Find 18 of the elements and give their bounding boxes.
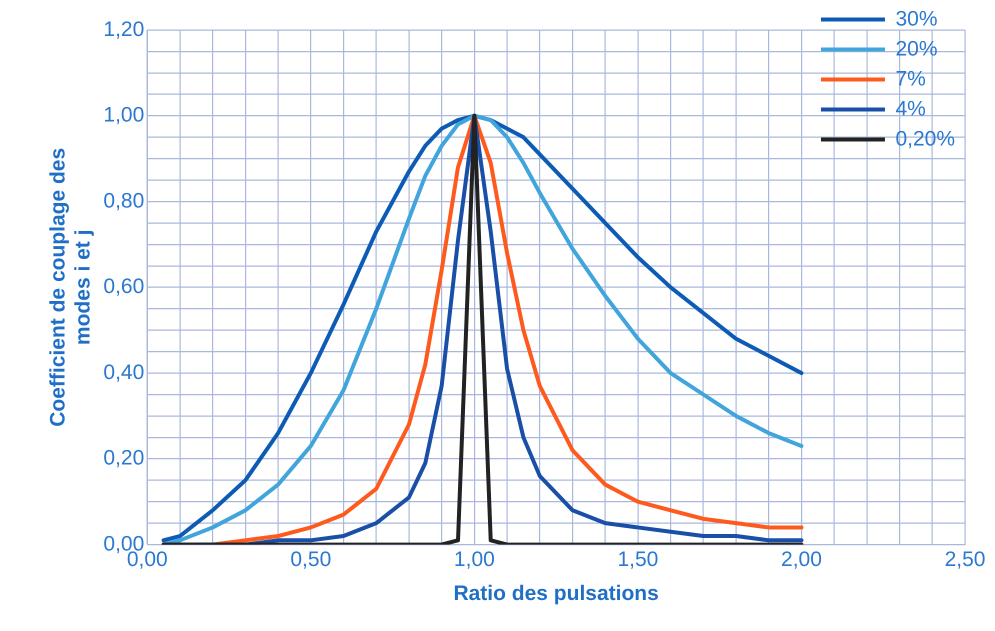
legend-label: 4% [895, 97, 926, 120]
legend-label: 20% [895, 37, 938, 60]
x-tick-label: 2,50 [944, 548, 986, 571]
legend-label: 30% [895, 7, 938, 30]
y-tick-label: 0,60 [103, 275, 144, 298]
x-tick-label: 1,00 [454, 548, 495, 571]
legend-label: 7% [895, 67, 926, 90]
y-axis-title: Coefficient de couplage des modes i et j [46, 148, 95, 427]
y-tick-label: 1,20 [103, 18, 144, 41]
x-tick-label: 0,50 [290, 548, 332, 571]
y-tick-label: 1,00 [103, 104, 144, 127]
x-tick-label: 2,00 [781, 548, 822, 571]
x-tick-label: 1,50 [617, 548, 658, 571]
y-tick-label: 0,20 [103, 446, 144, 470]
legend-label: 0,20% [895, 127, 955, 150]
y-tick-label: 0,40 [103, 360, 144, 384]
x-axis-title: Ratio des pulsations [453, 582, 659, 606]
y-tick-label: 0,80 [103, 189, 144, 212]
